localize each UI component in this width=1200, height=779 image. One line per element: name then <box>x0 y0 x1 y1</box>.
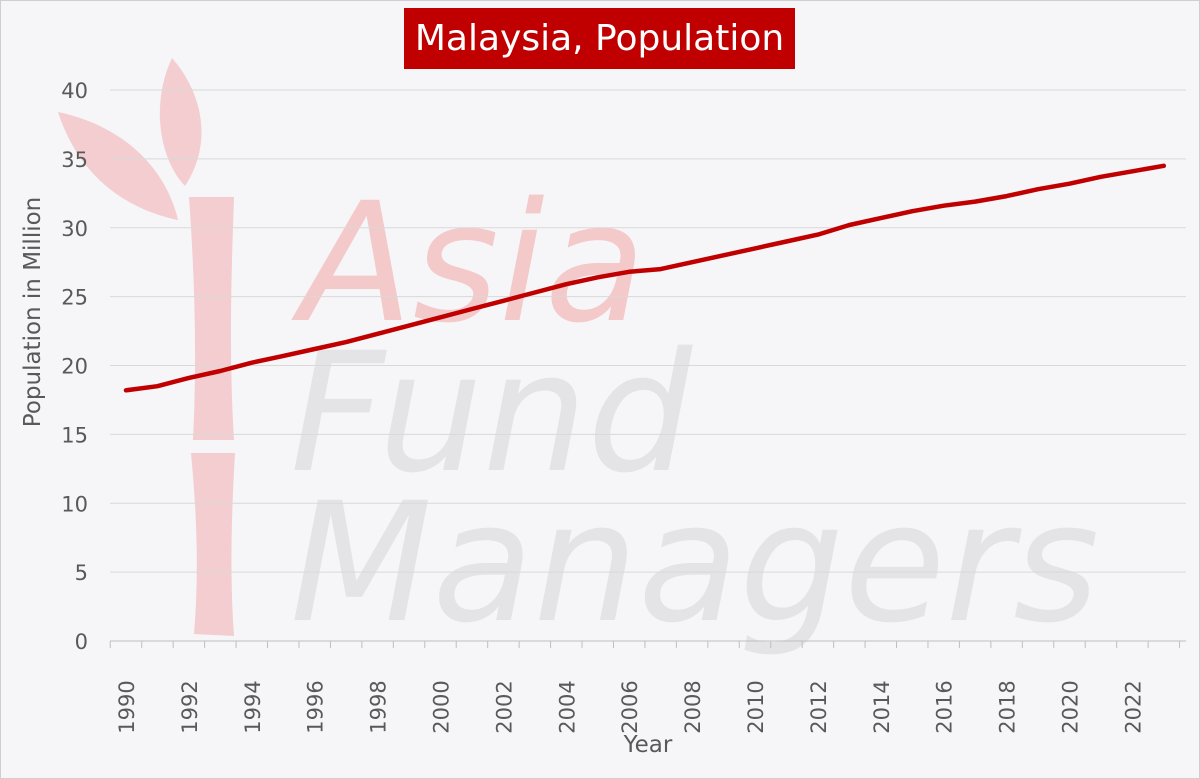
watermark-stem-lower <box>191 453 235 636</box>
watermark-leaf-left <box>58 112 178 220</box>
y-tick-label: 30 <box>61 217 88 241</box>
x-tick-label: 1990 <box>115 680 139 733</box>
x-tick-label: 2002 <box>492 680 516 733</box>
x-tick-label: 1996 <box>304 680 328 733</box>
gridlines <box>109 89 1186 648</box>
x-tick-label: 2012 <box>807 680 831 733</box>
x-tick-label: 2022 <box>1121 680 1145 733</box>
x-axis-label: Year <box>623 732 673 758</box>
x-tick-label: 2006 <box>618 680 642 733</box>
x-tick-label: 1998 <box>367 680 391 733</box>
watermark-managers: Managers <box>290 467 1099 659</box>
x-tick-label: 2008 <box>681 680 705 733</box>
watermark-asia: Asia <box>291 167 646 359</box>
series-line-population <box>123 163 1167 393</box>
y-tick-label: 25 <box>61 286 88 310</box>
x-tick-label: 2000 <box>430 680 454 733</box>
y-tick-label: 20 <box>61 355 88 379</box>
y-tick-labels: 0 5 10 15 20 25 30 35 40 <box>61 79 88 654</box>
x-tick-label: 2010 <box>744 680 768 733</box>
chart-title: Malaysia, Population <box>404 8 795 69</box>
watermark-leaf-right <box>159 58 202 186</box>
x-tick-label: 1992 <box>178 680 202 733</box>
watermark-fund: Fund <box>290 317 693 509</box>
watermark-logo: Asia Fund Managers <box>58 58 1099 659</box>
y-tick-label: 15 <box>61 423 88 447</box>
y-tick-label: 5 <box>75 561 88 585</box>
x-tick-label: 2020 <box>1059 680 1083 733</box>
x-tick-label: 2018 <box>996 680 1020 733</box>
y-tick-label: 35 <box>61 148 88 172</box>
x-tick-label: 2016 <box>933 680 957 733</box>
x-tick-labels: 1990 1992 1994 1996 1998 2000 2002 2004 2006 2008… <box>115 680 1145 733</box>
watermark-stem-upper <box>189 197 234 440</box>
y-tick-label: 40 <box>61 79 88 103</box>
y-tick-label: 10 <box>61 492 88 516</box>
y-axis-label: Population in Million <box>20 197 46 427</box>
y-tick-label: 0 <box>75 630 88 654</box>
x-tick-label: 1994 <box>241 680 265 733</box>
x-tick-label: 2004 <box>555 680 579 733</box>
series-group <box>123 163 1167 393</box>
x-tick-label: 2014 <box>870 680 894 733</box>
